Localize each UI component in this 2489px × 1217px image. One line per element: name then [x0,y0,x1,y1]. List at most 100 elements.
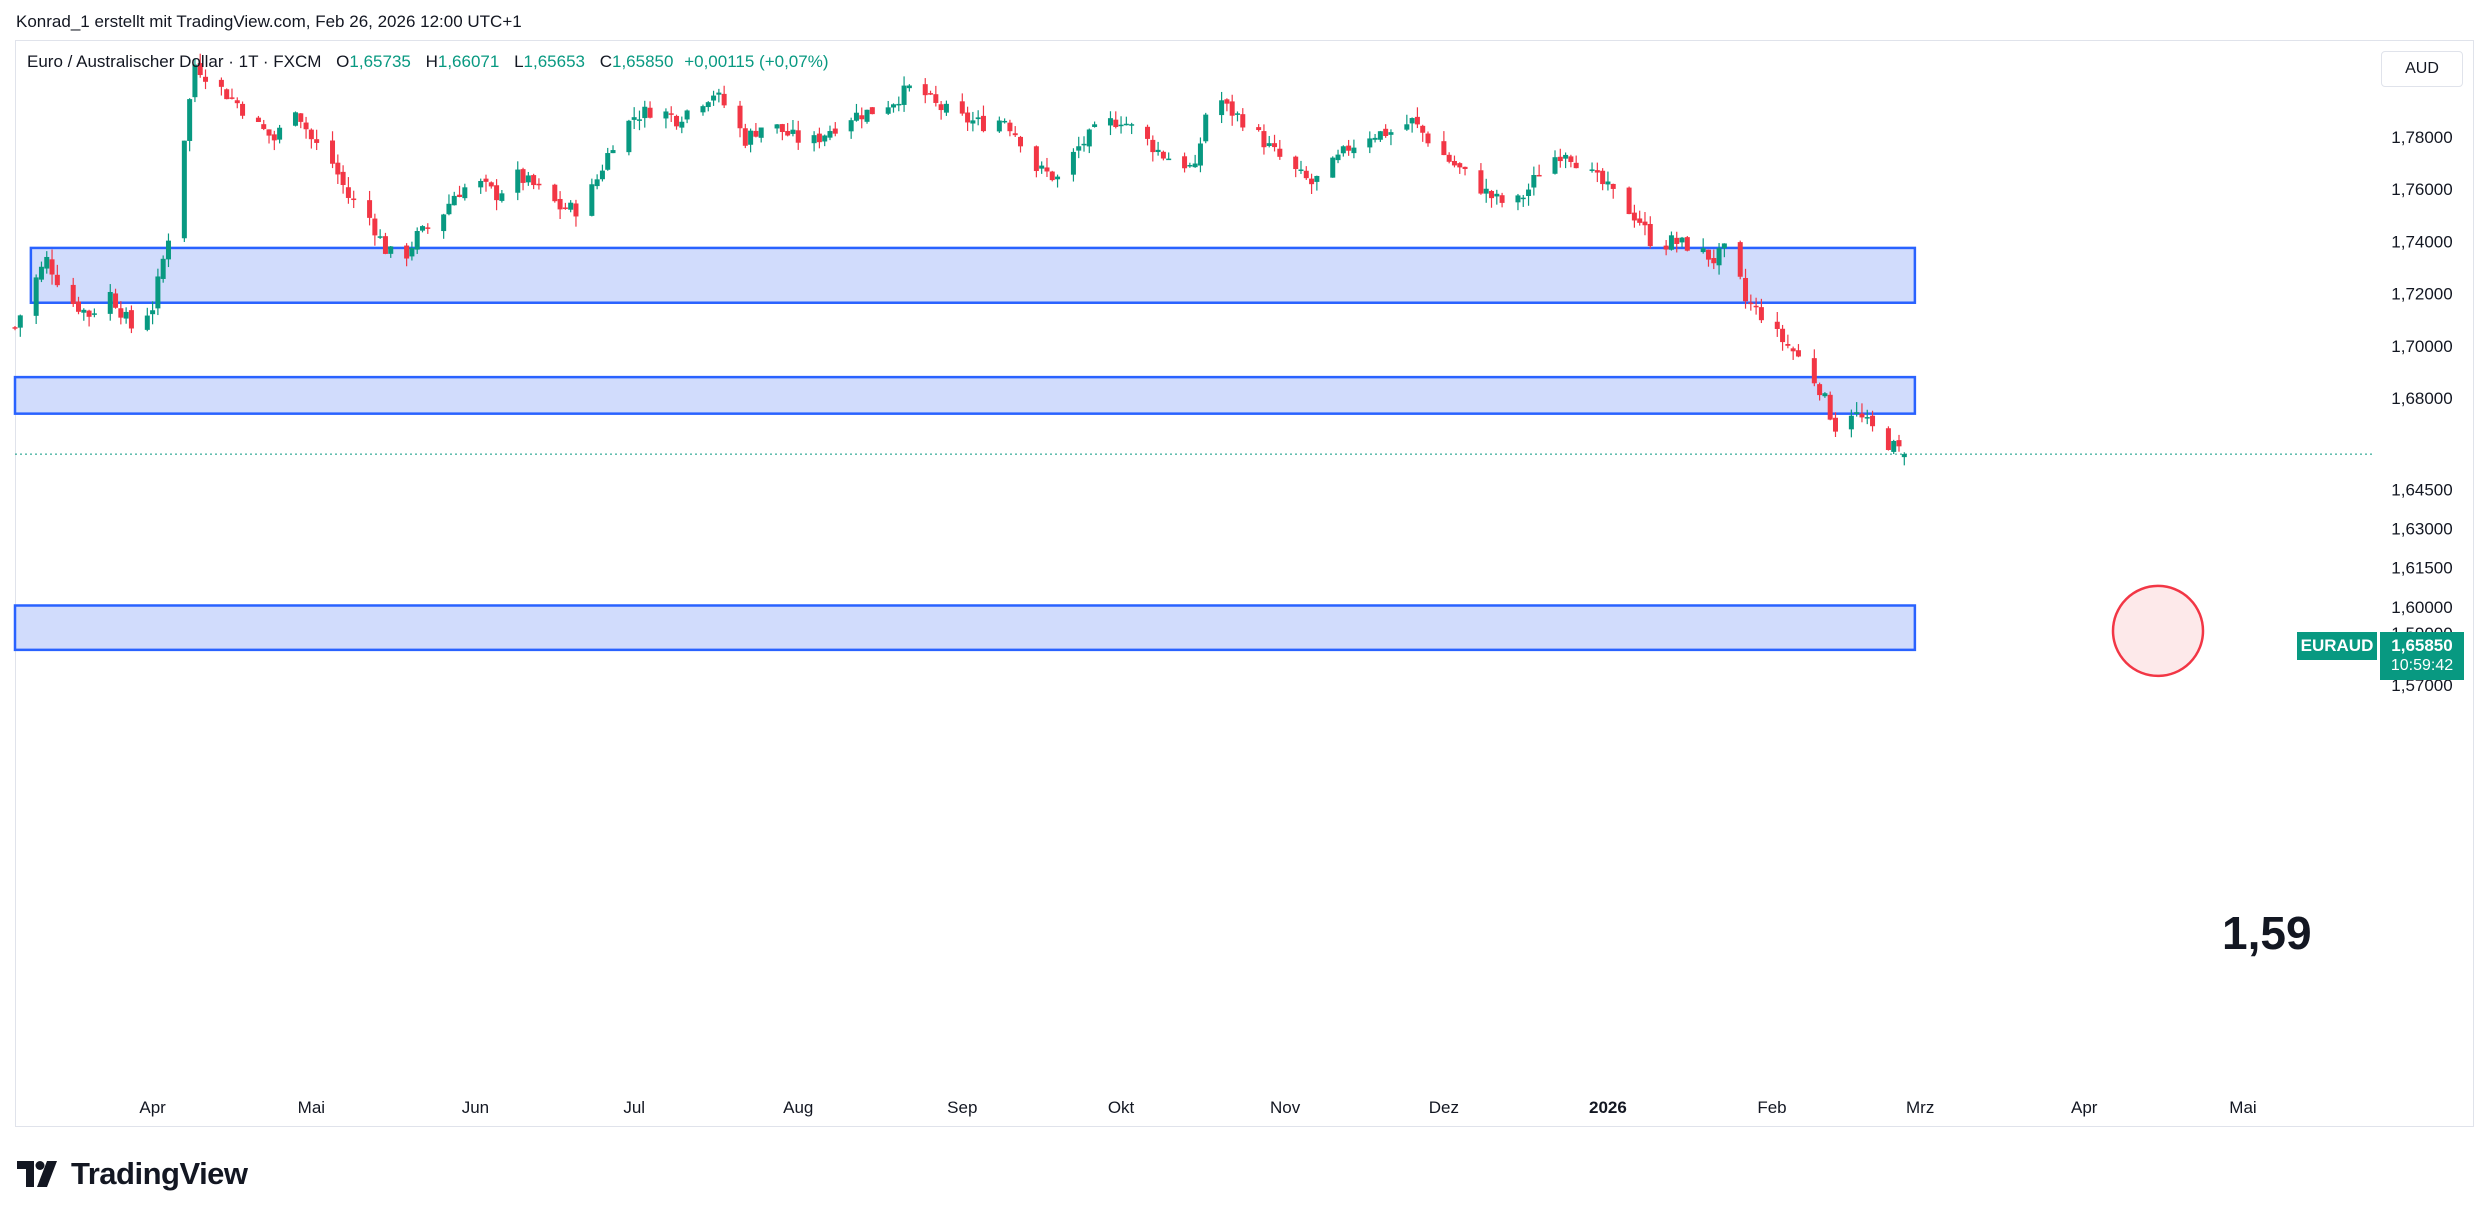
candle-body [1055,176,1061,180]
candle-body [943,103,949,113]
candle [557,191,563,220]
candle [1563,152,1569,169]
candle [811,131,817,152]
candle-body [1705,249,1711,260]
candle [446,194,452,216]
candle [91,308,97,318]
candle-body [1753,305,1759,308]
candle-body [1203,114,1209,142]
candle [753,122,759,138]
candle-body [774,124,780,129]
last-price-value: 1,65850 [2391,636,2453,655]
candle-body [1039,165,1045,169]
candle [1303,166,1309,180]
candle-body [303,122,309,130]
candle-body [1600,170,1606,185]
candle [1637,210,1643,226]
candle-body [848,120,854,132]
candle [144,307,150,332]
symbol-name: Euro / Australischer Dollar · 1T · FXCM [27,52,322,71]
candle-body [885,107,891,114]
candle [928,90,934,95]
candle [933,85,939,107]
candle [1711,249,1717,270]
candle [531,173,537,190]
y-tick-label: 1,70000 [2391,337,2452,356]
candle-body [229,97,235,99]
candle [187,98,193,152]
candle [414,227,420,254]
candle [277,124,283,144]
candle [123,307,129,324]
candle [1377,130,1383,142]
candle [224,88,230,100]
candle-body [1716,248,1722,266]
candle [605,147,611,171]
candle-body [1293,156,1299,170]
candle [1610,183,1616,199]
candle [1891,439,1897,455]
candle [822,134,828,147]
candle [1293,155,1299,178]
chart-frame[interactable] [15,40,2474,1127]
currency-selector[interactable]: AUD [2381,51,2463,87]
candle-body [906,85,912,89]
candle [959,93,965,116]
symbol-legend[interactable]: Euro / Australischer Dollar · 1T · FXCM … [27,52,828,72]
tradingview-logo[interactable]: TradingView [17,1156,248,1192]
candle [1854,402,1860,417]
candle-body [224,89,230,100]
candle-body [234,100,240,104]
candle-body [1605,181,1611,185]
candle [197,53,203,78]
candle-body [118,308,124,318]
candle-body [938,104,944,111]
candle [419,225,425,233]
candle-body [38,266,44,280]
candle-body [642,106,648,119]
candle [367,190,373,226]
candle-body [1780,328,1786,343]
candle-body [1192,163,1198,168]
candle [1785,334,1791,349]
candle-body [1594,170,1600,173]
candle [1483,178,1489,203]
candle-body [599,170,605,180]
candle-body [478,180,484,188]
close-value: 1,65850 [612,52,674,71]
candle [1743,268,1749,309]
candle-body [795,130,801,143]
candle-body [790,129,796,134]
candle-body [203,76,209,82]
candle [229,88,235,100]
target-label: 1,59 [2222,907,2312,959]
currency-label: AUD [2405,60,2439,77]
candle [118,301,124,325]
candle-body [1425,133,1431,144]
candle [1340,145,1346,157]
candle [520,167,526,191]
candle [1187,162,1193,168]
candle-body [589,184,595,216]
candle-body [1346,145,1352,151]
candle-body [531,175,537,186]
candle-body [351,198,357,201]
candle [33,274,39,324]
candle-body [107,291,113,314]
candle-body [488,182,494,187]
candle [1092,121,1098,128]
candle-body [890,104,896,108]
candle [1314,175,1320,191]
x-tick-label: Mai [298,1098,325,1117]
candle-body [367,200,373,218]
candle-body [1758,307,1764,321]
candle-body [308,129,314,140]
high-value: 1,66071 [437,52,500,71]
candle [488,181,494,189]
candle-body [1854,412,1860,415]
candle-body [980,115,986,132]
candle [980,105,986,133]
y-tick-label: 1,68000 [2391,389,2452,408]
candle-body [1309,178,1315,185]
